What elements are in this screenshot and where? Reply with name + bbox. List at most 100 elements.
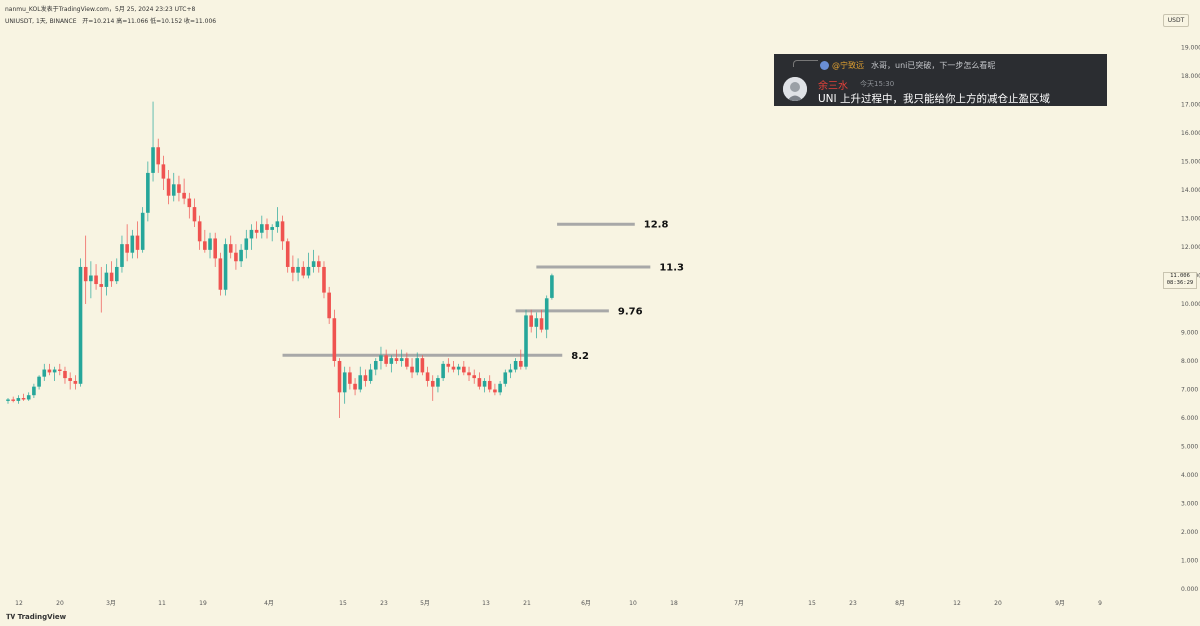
- candle-body: [451, 366, 456, 370]
- candle-body: [21, 398, 26, 400]
- candle-body: [120, 244, 124, 267]
- candle-body: [384, 355, 388, 364]
- candle-body: [441, 363, 445, 379]
- time-tick-label: 8月: [895, 600, 905, 607]
- candle-body: [544, 298, 549, 330]
- publish-info: nanmu_KOL发表于TradingView.com，5月 25, 2024 …: [5, 6, 196, 13]
- price-tick-label: 14.000: [1181, 187, 1200, 194]
- candle-body: [456, 366, 461, 370]
- candle-body: [135, 235, 140, 250]
- candle-body: [83, 266, 88, 282]
- candle-body: [410, 366, 414, 373]
- candle-body: [146, 172, 150, 213]
- time-tick-label: 4月: [264, 600, 274, 607]
- candle-body: [140, 212, 145, 250]
- chat-screenshot: @宁致远 水哥，uni已突破，下一步怎么看呢 余三水 今天15:30 UNI 上…: [774, 54, 1107, 106]
- level-label: 9.76: [618, 306, 643, 317]
- candle-body: [368, 369, 373, 381]
- candle-body: [192, 207, 197, 222]
- candle-body: [130, 235, 135, 253]
- candle-body: [249, 229, 254, 239]
- candle-body: [63, 370, 67, 379]
- last-price: 11.006: [1170, 273, 1190, 279]
- price-tick-label: 0.000: [1181, 586, 1198, 593]
- candle-body: [47, 369, 52, 373]
- time-tick-label: 9: [1098, 600, 1102, 607]
- price-tick-label: 2.000: [1181, 529, 1198, 536]
- candle-body: [109, 272, 114, 282]
- candle-body: [42, 369, 47, 377]
- candle-body: [171, 184, 176, 196]
- time-tick-label: 12: [953, 600, 961, 607]
- candle-body: [296, 266, 300, 273]
- candle-body: [280, 221, 285, 242]
- price-axis[interactable]: [1158, 0, 1200, 608]
- time-tick-labels: 12 20 3月 11 19 4月 15 23 5月 13 21 6月 10 18 7月 15 23 8月 12 20…: [15, 600, 1102, 607]
- time-tick-label: 15: [339, 600, 347, 607]
- candle-body: [539, 318, 544, 330]
- candle-body: [550, 275, 554, 298]
- candle-body: [68, 378, 72, 381]
- candle-body: [104, 272, 109, 287]
- candle-body: [254, 229, 259, 233]
- candle-body: [482, 380, 487, 387]
- candle-body: [420, 358, 425, 373]
- time-tick-label: 5月: [420, 600, 430, 607]
- reply-username: @宁致远: [832, 61, 864, 70]
- candles: [6, 101, 554, 418]
- time-tick-label: 19: [199, 600, 207, 607]
- candle-body: [260, 224, 264, 233]
- candle-body: [467, 372, 471, 376]
- candle-body: [223, 244, 228, 290]
- price-tick-label: 6.000: [1181, 415, 1198, 422]
- candle-body: [285, 241, 290, 267]
- candle-body: [430, 380, 435, 387]
- candle-body: [353, 383, 357, 390]
- candle-body: [26, 395, 31, 400]
- candle-body: [358, 375, 363, 390]
- price-tick-label: 4.000: [1181, 472, 1198, 479]
- countdown: 08:36:29: [1166, 280, 1194, 286]
- price-tick-label: 10.000: [1181, 301, 1200, 308]
- candle-body: [197, 221, 202, 242]
- time-tick-label: 10: [629, 600, 637, 607]
- candle-body: [399, 358, 404, 361]
- candle-body: [493, 389, 497, 393]
- candle-body: [270, 227, 274, 230]
- candle-body: [301, 266, 306, 276]
- level-labels: 12.8 11.3 9.76 8.2: [571, 220, 684, 362]
- price-tick-label: 8.000: [1181, 358, 1198, 365]
- candle-body: [99, 284, 104, 287]
- last-price-badge: 11.006 08:36:29: [1163, 272, 1197, 289]
- candle-body: [534, 318, 539, 327]
- time-tick-label: 12: [15, 600, 23, 607]
- candle-body: [182, 192, 186, 199]
- level-lines: [282, 222, 651, 357]
- candle-body: [342, 372, 347, 393]
- time-tick-label: 7月: [734, 600, 744, 607]
- time-tick-label: 23: [380, 600, 388, 607]
- candle-body: [394, 358, 399, 361]
- candle-body: [425, 372, 430, 381]
- candle-body: [239, 249, 243, 262]
- candle-body: [11, 399, 15, 401]
- price-tick-label: 5.000: [1181, 444, 1198, 451]
- price-tick-label: 1.000: [1181, 558, 1198, 565]
- candle-body: [244, 238, 249, 250]
- price-tick-label: 16.000: [1181, 130, 1200, 137]
- time-tick-label: 20: [56, 600, 64, 607]
- reply-avatar-icon: [820, 61, 829, 70]
- reply-message: 水哥，uni已突破，下一步怎么看呢: [871, 61, 996, 70]
- candle-body: [322, 266, 326, 293]
- candle-body: [37, 376, 41, 387]
- author-avatar: [783, 77, 807, 101]
- symbol-info: UNIUSDT, 1天, BINANCE 开=10.214 高=11.066 低…: [5, 16, 216, 25]
- time-axis[interactable]: [0, 608, 1200, 626]
- currency-unit-badge[interactable]: USDT: [1163, 14, 1189, 27]
- price-tick-label: 3.000: [1181, 501, 1198, 508]
- candle-body: [487, 380, 492, 390]
- time-tick-label: 20: [994, 600, 1002, 607]
- candle-body: [228, 244, 233, 253]
- price-tick-label: 9.000: [1181, 330, 1198, 337]
- tradingview-logo[interactable]: 𝐓𝐕 TradingView: [6, 613, 66, 622]
